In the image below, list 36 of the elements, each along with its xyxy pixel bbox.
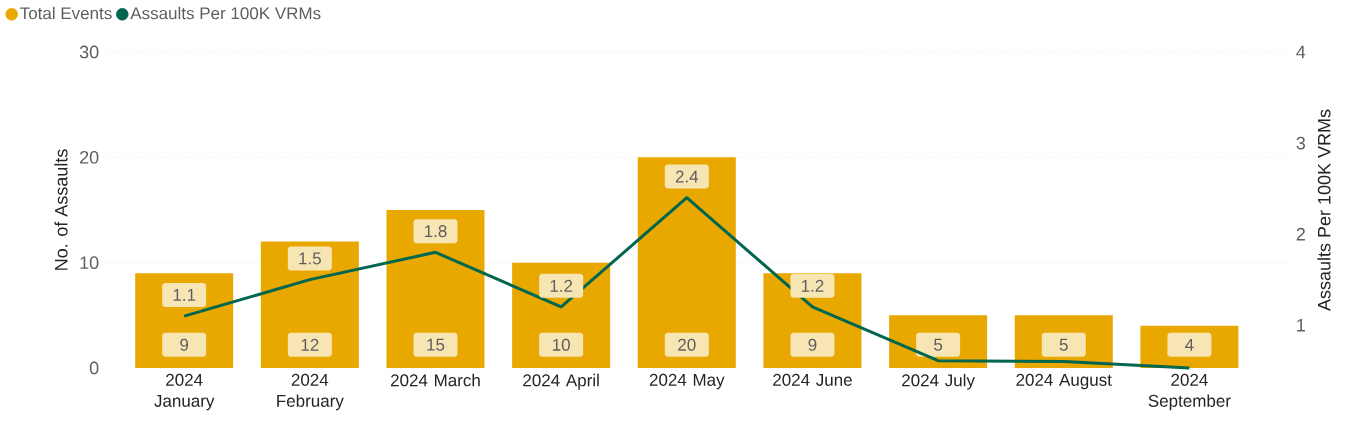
data-label: 1.1 bbox=[173, 289, 196, 301]
y2-tick-label: 4 bbox=[1296, 45, 1306, 59]
x-tick-label: 2024 July bbox=[902, 373, 975, 390]
data-label: 9 bbox=[808, 338, 817, 351]
x-tick-label: 2024 April bbox=[523, 373, 599, 390]
legend-label: Total Events bbox=[20, 6, 112, 20]
data-label: 20 bbox=[678, 338, 696, 351]
data-label: 2.4 bbox=[675, 170, 699, 183]
y-tick-label: 10 bbox=[80, 256, 99, 270]
legend-label: Assaults Per 100K VRMs bbox=[130, 6, 321, 20]
data-label: 1.5 bbox=[299, 252, 321, 265]
data-label: 15 bbox=[427, 338, 445, 351]
data-label: 1.2 bbox=[801, 279, 824, 292]
data-label: 10 bbox=[552, 338, 570, 351]
data-label: 5 bbox=[934, 338, 943, 351]
data-label: 9 bbox=[180, 338, 189, 351]
x-tick-label: 2024 May bbox=[649, 373, 725, 390]
y-tick-label: 30 bbox=[79, 45, 99, 59]
data-label: 4 bbox=[1185, 338, 1194, 351]
x-tick-label: 2024 February bbox=[277, 373, 344, 411]
x-tick-label: 2024 March bbox=[390, 373, 480, 387]
x-tick-label: 2024 August bbox=[1016, 373, 1112, 390]
y2-axis-title: Assaults Per 100K VRMs bbox=[1317, 109, 1331, 311]
y-tick-label: 20 bbox=[80, 150, 99, 164]
y2-tick-label: 2 bbox=[1296, 227, 1305, 241]
x-tick-label: 2024 June bbox=[773, 373, 852, 386]
data-label: 12 bbox=[301, 338, 319, 351]
y-tick-label: 0 bbox=[89, 361, 99, 375]
y2-tick-label: 1 bbox=[1297, 318, 1305, 332]
y2-tick-label: 3 bbox=[1296, 136, 1306, 150]
x-tick-label: 2024 September bbox=[1148, 373, 1231, 411]
data-label: 5 bbox=[1059, 338, 1068, 351]
data-label: 1.2 bbox=[550, 279, 573, 292]
y-axis-title: No. of Assaults bbox=[54, 149, 68, 270]
x-tick-label: 2024 January bbox=[154, 373, 215, 411]
data-label: 1.8 bbox=[424, 225, 447, 238]
